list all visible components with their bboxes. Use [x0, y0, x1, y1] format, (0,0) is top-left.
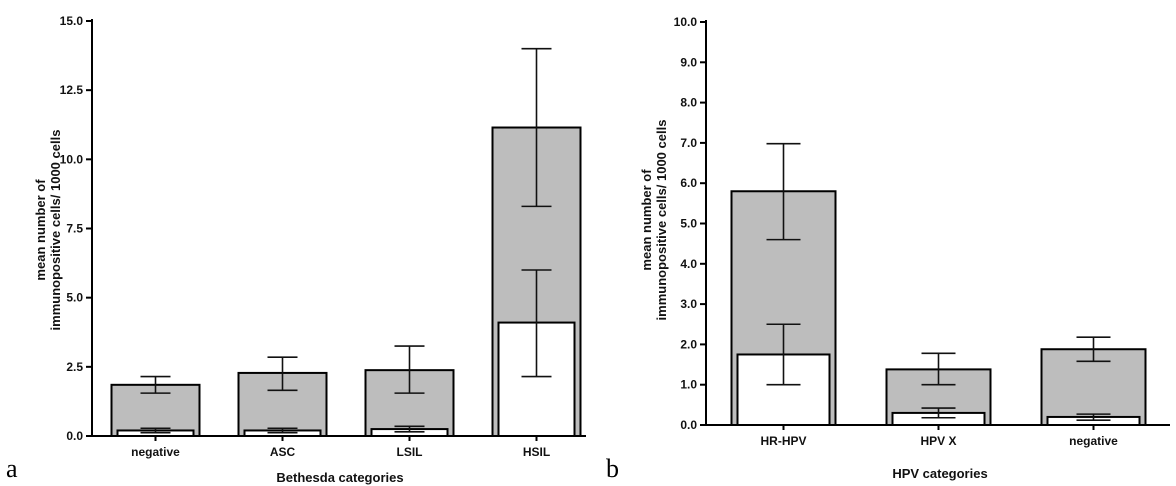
- x-tick-label: negative: [1069, 434, 1118, 448]
- y-tick-label: 1.0: [680, 378, 697, 392]
- y-tick-label: 4.0: [680, 257, 697, 271]
- y-axis-title: mean number of: [33, 179, 48, 281]
- x-axis-title: Bethesda categories: [276, 470, 403, 485]
- y-tick-label: 15.0: [60, 14, 84, 28]
- x-tick-label: HPV X: [920, 434, 956, 448]
- y-tick-label: 10.0: [60, 152, 84, 166]
- y-tick-label: 7.0: [680, 136, 697, 150]
- x-tick-label: negative: [131, 445, 180, 459]
- bar-outer: [364, 369, 455, 437]
- x-tick-label: HSIL: [523, 445, 550, 459]
- y-tick-label: 12.5: [60, 83, 84, 97]
- x-tick-label: ASC: [270, 445, 296, 459]
- x-axis-title: HPV categories: [892, 466, 987, 481]
- chart-panel-b: 0.0 1.0 2.0 3.0 4.0 5.0 6.0 7.0 8.0 9.0 10.0 HR-HPV…: [606, 15, 1170, 483]
- y-axis-title: mean number of: [639, 169, 654, 271]
- y-tick-label: 2.0: [680, 337, 697, 351]
- y-axis-title: immunopositive cells/ 1000 cells: [654, 120, 669, 321]
- y-tick-label: 6.0: [680, 176, 697, 190]
- panel-label: b: [606, 454, 619, 483]
- y-tick-label: 0.0: [680, 418, 697, 432]
- y-axis-title: immunopositive cells/ 1000 cells: [48, 130, 63, 331]
- y-tick-label: 9.0: [680, 55, 697, 69]
- panel-label: a: [6, 454, 18, 483]
- y-tick-label: 10.0: [674, 15, 698, 29]
- y-tick-label: 5.0: [66, 291, 83, 305]
- chart-panel-a: 0.0 2.5 5.0 7.5 10.0 12.5 15.0 negative ASC LSIL H…: [6, 14, 586, 485]
- y-tick-label: 8.0: [680, 96, 697, 110]
- y-tick-label: 0.0: [66, 429, 83, 443]
- y-tick-label: 2.5: [66, 360, 83, 374]
- y-tick-label: 7.5: [66, 222, 83, 236]
- y-tick-label: 3.0: [680, 297, 697, 311]
- y-tick-label: 5.0: [680, 217, 697, 231]
- x-tick-label: LSIL: [397, 445, 423, 459]
- x-tick-label: HR-HPV: [760, 434, 806, 448]
